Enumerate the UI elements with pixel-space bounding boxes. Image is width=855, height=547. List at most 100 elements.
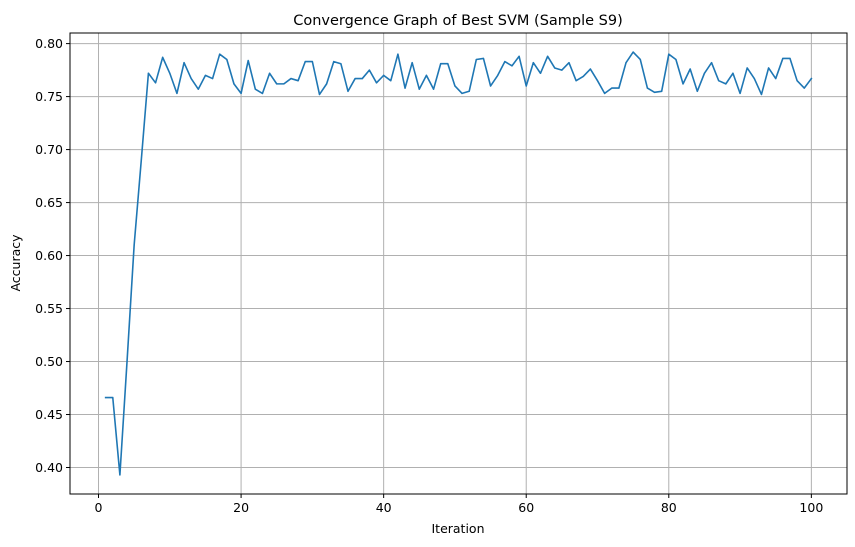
data-point xyxy=(447,63,449,65)
data-point xyxy=(810,77,812,80)
data-point xyxy=(440,63,442,65)
data-point xyxy=(661,90,663,92)
data-point xyxy=(219,53,221,55)
data-point xyxy=(347,90,349,92)
data-point xyxy=(782,57,784,60)
data-point xyxy=(211,77,214,80)
data-point xyxy=(147,72,150,74)
data-point xyxy=(133,244,135,246)
x-axis-label: Iteration xyxy=(431,521,484,536)
data-point xyxy=(689,68,691,70)
grid-layer xyxy=(70,33,847,494)
data-point xyxy=(561,69,563,71)
data-point xyxy=(539,72,542,74)
data-point xyxy=(247,59,249,62)
data-point xyxy=(803,87,805,89)
y-tick-label: 0.60 xyxy=(35,248,63,263)
data-point xyxy=(696,90,698,92)
data-point xyxy=(390,80,392,82)
data-point xyxy=(604,92,606,95)
data-point xyxy=(304,61,306,63)
data-point xyxy=(760,93,763,96)
y-tick-label: 0.40 xyxy=(35,460,63,475)
y-tick-label: 0.80 xyxy=(35,36,63,51)
data-point xyxy=(297,80,299,82)
y-tick-label: 0.50 xyxy=(35,354,63,369)
data-point xyxy=(162,56,164,58)
data-point xyxy=(532,62,534,64)
data-point xyxy=(397,53,399,55)
data-point xyxy=(169,72,171,74)
data-point xyxy=(204,74,207,76)
data-point xyxy=(497,74,499,76)
data-point xyxy=(354,77,356,80)
y-tick-label: 0.75 xyxy=(35,89,63,104)
data-point xyxy=(190,77,192,80)
data-point xyxy=(675,58,677,61)
data-point xyxy=(368,69,370,71)
data-point xyxy=(632,51,634,53)
y-tick-label: 0.65 xyxy=(35,195,63,210)
x-tick-label: 60 xyxy=(518,500,534,515)
data-point xyxy=(183,62,185,64)
data-point xyxy=(326,83,328,85)
data-point xyxy=(625,62,627,64)
data-point xyxy=(639,58,641,61)
data-point xyxy=(646,87,649,89)
data-point xyxy=(575,80,577,82)
data-point xyxy=(611,87,613,89)
data-point xyxy=(375,82,378,84)
data-point xyxy=(525,85,527,87)
data-point xyxy=(318,93,321,96)
data-point xyxy=(475,58,477,61)
data-point xyxy=(682,83,684,85)
data-point xyxy=(596,80,599,82)
data-point xyxy=(140,159,142,161)
data-point xyxy=(547,55,549,57)
tick-layer: 0 20 40 60 80 100 0.40 0.45 0.50 0.55 0.60 0.65 0.70… xyxy=(35,36,823,515)
data-point xyxy=(269,72,271,74)
data-point xyxy=(126,360,128,363)
data-point xyxy=(154,82,157,84)
data-point xyxy=(653,91,656,93)
y-tick-label: 0.45 xyxy=(35,407,63,422)
data-point xyxy=(226,58,228,61)
data-point xyxy=(418,88,420,90)
data-point xyxy=(240,92,242,95)
series-line xyxy=(104,51,813,476)
data-point xyxy=(746,67,748,69)
data-point xyxy=(554,67,556,69)
data-point xyxy=(589,68,591,70)
data-point xyxy=(361,77,363,80)
data-point xyxy=(454,85,456,87)
data-point xyxy=(176,92,178,95)
data-point xyxy=(425,74,428,76)
data-point xyxy=(254,88,256,90)
data-point xyxy=(518,55,520,57)
data-point xyxy=(710,62,713,64)
data-point xyxy=(383,74,385,76)
data-point xyxy=(311,61,313,63)
data-point xyxy=(482,57,485,60)
data-point xyxy=(233,83,235,85)
x-tick-label: 40 xyxy=(376,500,392,515)
data-point xyxy=(290,77,292,80)
data-point xyxy=(340,63,342,65)
data-point xyxy=(796,80,798,82)
plot-frame xyxy=(69,32,848,495)
data-point xyxy=(568,62,570,64)
data-point xyxy=(283,83,285,85)
data-point xyxy=(718,80,720,82)
data-point xyxy=(703,72,706,74)
data-point xyxy=(504,61,506,63)
data-point xyxy=(582,75,584,78)
y-tick-label: 0.55 xyxy=(35,301,63,316)
data-point xyxy=(732,72,734,74)
data-point xyxy=(489,85,492,87)
data-point xyxy=(511,65,513,67)
x-tick-label: 100 xyxy=(799,500,823,515)
data-point xyxy=(411,62,413,64)
data-point xyxy=(119,474,121,476)
